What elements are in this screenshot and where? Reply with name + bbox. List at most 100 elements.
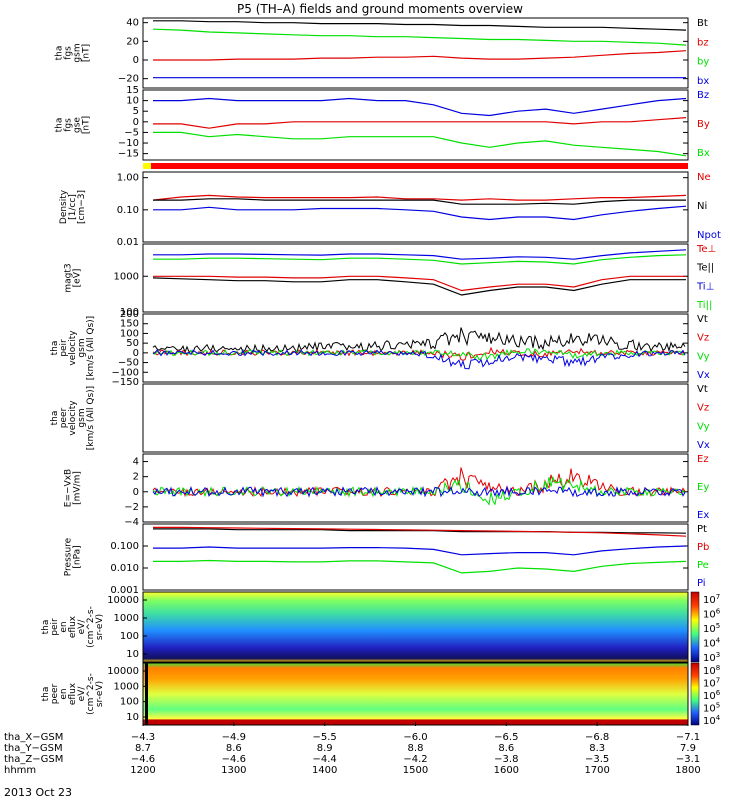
axis-row-value: 1200 [130,765,155,776]
legend-blue: Vx [697,440,710,451]
axis-row-value: −6.8 [585,732,609,743]
ylabel-line: E=−VxB [64,469,74,507]
ylabel-line: fgs [64,46,74,60]
ylabel-line: en [59,688,69,699]
axis-row-value: 8.3 [589,743,605,754]
ylabel-line: [nPa] [73,545,83,568]
legend-green: Pe [697,560,709,571]
ylabel-line: gsm [77,338,87,357]
series-black [153,198,686,205]
series-blue [153,249,687,260]
panel-ylabel: tha peir en eflux eV/(cm^2-s-sr-eV) [41,606,105,648]
series-red [152,194,687,201]
legend-red: Vz [697,333,709,344]
legend-black: Pt [697,524,707,535]
ylabel-line: (cm^2-s- [86,673,96,715]
ylabel-line: [nT] [82,44,92,62]
panel-ylabel: tha peer en eflux eV/(cm^2-s-sr-eV) [41,673,105,715]
ytick-label: 1.00 [117,173,139,184]
colorbar-scale [690,591,700,663]
legend-red: bz [697,37,709,48]
panel-peer_velocity: tha peer velocity gsm [km/s (All Qs)] Vt Vz Vy V… [50,383,710,453]
legend-red: Pb [697,542,709,553]
ytick-label: 0.100 [110,541,139,552]
series-green [153,254,687,265]
ytick-label: −4 [124,517,139,528]
legend-blue: bx [697,76,709,87]
ytick-label: 0.10 [117,205,139,216]
ytick-label: 0 [133,348,139,359]
ylabel-line: tha [50,411,60,426]
legend-black: Bt [697,18,708,29]
panel-frame [142,89,689,161]
panel-density: Density [1/cc] [cm−3] 1.00 0.10 0.01 Ne Ni Npot [59,171,721,248]
ytick-label: 0 [133,55,139,66]
ylabel-line: sr-eV) [95,681,105,707]
legend-red: Te⊥ [696,244,716,255]
series-red [153,526,687,537]
legend-blue: Bz [697,90,709,101]
panel-frame [142,17,689,89]
axis-row-value: −3.8 [494,754,518,765]
ytick-label: −10 [118,138,139,149]
panel-ylabel: Pressure [nPa] [64,537,83,576]
colorbar-tick: 107 [703,593,720,606]
ytick-label: −150 [112,377,139,388]
series-blue [152,349,686,370]
axis-row-value: −3.5 [585,754,609,765]
colorbar-tick: 108 [703,664,720,677]
ylabel-line: [km/s (All Qs)] [86,386,96,450]
colorbar-tick: 104 [703,714,721,727]
panel-frame [142,383,689,453]
data-gap [145,663,148,725]
ytick-label: 10000 [107,595,139,606]
ylabel-line: [1/cc] [68,194,78,220]
axis-row-label: hhmm [4,765,36,776]
panel-frame [142,313,689,383]
legend-black: Te|| [696,263,714,274]
colorbar-tick: 103 [703,651,720,664]
legend-black: Vt [697,384,708,395]
ylabel-line: magt3 [64,263,74,292]
panel-peir_eflux: tha peir en eflux eV/(cm^2-s-sr-eV) 107 106105… [41,591,721,664]
ytick-label: 100 [120,307,139,318]
series-red [153,117,687,129]
legend-green: Ey [697,482,709,493]
ylabel-line: velocity [68,400,78,436]
ytick-label: 0.01 [117,237,139,248]
ylabel-line: eV/ [77,686,87,702]
legend-green: by [697,57,709,68]
panel-frame [142,523,689,591]
axis-row-value: 8.9 [317,743,333,754]
mode-bar-start [143,163,151,169]
ylabel-line: [mV/m] [73,471,83,505]
axis-row-value: −6.5 [494,732,518,743]
ylabel-line: velocity [68,330,78,366]
panel-ylabel: tha peer velocity gsm [km/s (All Qs)] [50,386,96,450]
ylabel-line: peir [59,339,69,357]
ylabel-line: eflux [68,615,78,638]
ytick-label: 100 [120,328,139,339]
ytick-label: −20 [118,74,139,85]
axis-row-label: tha_X−GSM [4,732,63,743]
axis-row-label: tha_Z−GSM [4,754,63,765]
axis-row-value: −3.1 [676,754,700,765]
panel-ylabel: Density [1/cc] [cm−3] [59,189,87,224]
axis-row-value: −4.6 [222,754,246,765]
panel-frame [142,171,689,243]
date-label: 2013 Oct 23 [4,786,72,799]
ytick-label: 100 [120,631,139,642]
ytick-label: 1000 [114,613,139,624]
ylabel-line: tha [50,341,60,356]
axis-row-label: tha_Y−GSM [4,743,63,754]
axis-row-value: −6.0 [403,732,427,743]
ylabel-line: tha [41,620,51,635]
ytick-label: 10 [126,96,139,107]
series-green [152,28,687,46]
axis-row-value: 1600 [494,765,519,776]
series-blue [153,205,687,221]
ytick-label: 10000 [107,666,139,677]
colorbar-tick: 107 [703,677,720,690]
axis-row-value: 1800 [675,765,700,776]
ytick-label: 4 [133,457,139,468]
